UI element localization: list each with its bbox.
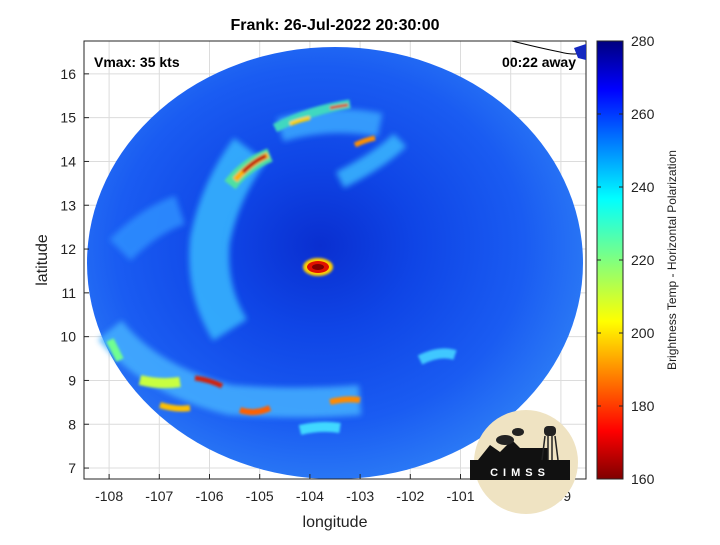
x-axis-label: longitude [303,514,368,531]
y-tick-label: 11 [61,285,76,301]
x-tick-label: -108 [95,488,123,504]
water-tower-legs-icon [541,435,559,461]
colorbar-gradient [596,40,624,480]
chart-title: Frank: 26-Jul-2022 20:30:00 [231,17,440,34]
time-away-annotation: 00:22 away [502,54,576,70]
cimss-logo-text: CIMSS [490,467,550,479]
land-fill [574,44,586,60]
x-tick-label: -102 [396,488,424,504]
y-tick-label: 15 [60,110,76,126]
x-tick-label: -106 [195,488,223,504]
vmax-annotation: Vmax: 35 kts [94,54,180,70]
eye-convection [303,258,333,276]
x-tick-label: -104 [296,488,324,504]
y-tick-label: 10 [60,329,76,345]
y-tick-label: 13 [60,197,76,213]
plot-area: -108-107-106-105-104-103-102-101-100-997… [60,40,587,504]
plot-frame [83,40,587,480]
x-tick-label: -103 [346,488,374,504]
colorbar-tick-label: 260 [631,106,655,122]
y-axis-label: latitude [34,234,51,286]
colorbar-tick-label: 200 [631,325,655,341]
satellite-dish-icon [496,435,514,445]
y-tick-label: 16 [60,66,76,82]
cimss-logo-band [470,460,570,480]
colorbar-tick-label: 160 [631,471,655,487]
swath-disc [87,47,583,479]
swath-image [87,47,583,479]
colorbar-label: Brightness Temp - Horizontal Polarizatio… [665,150,679,370]
colorbar-tick-label: 280 [631,33,655,49]
y-tick-label: 7 [68,460,76,476]
cimss-logo-building [478,440,548,460]
x-tick-label: -107 [145,488,173,504]
cimss-logo: CIMSS [470,410,578,514]
colorbar-tick-label: 240 [631,179,655,195]
y-tick-label: 12 [60,241,76,257]
y-tick-label: 14 [60,153,76,169]
colorbar-tick-label: 180 [631,398,655,414]
x-tick-label: -105 [246,488,274,504]
satellite-dish-icon-small [512,428,524,436]
y-tick-label: 8 [68,416,76,432]
water-tower-icon [544,426,556,436]
x-tick-label: -101 [446,488,474,504]
colorbar: 160 180 200 220 240 260 280 Brightness Temp - … [596,33,679,487]
colorbar-ticks: 160 180 200 220 240 260 280 [597,33,655,487]
colorbar-tick-label: 220 [631,252,655,268]
y-tick-label: 9 [68,372,76,388]
rainband-convection [106,99,457,435]
